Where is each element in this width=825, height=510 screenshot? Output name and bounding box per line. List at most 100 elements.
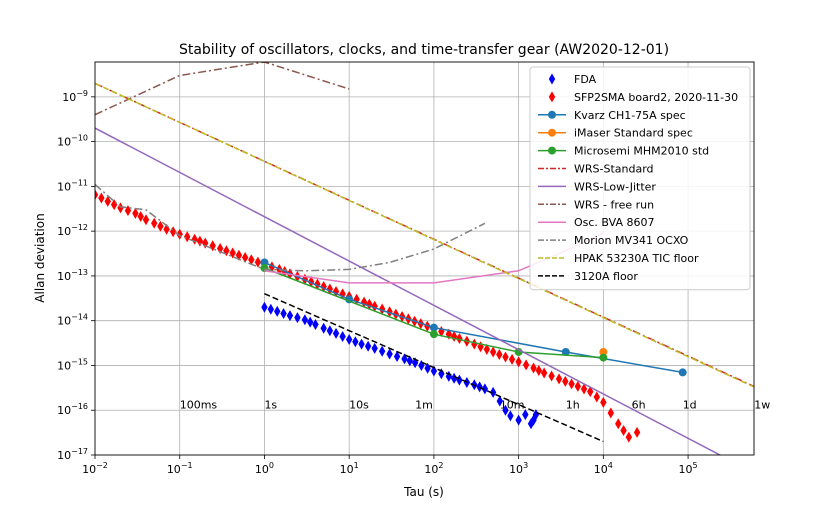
data-point-diamond <box>593 391 600 403</box>
tick-base: 10 <box>57 404 71 417</box>
legend-box <box>529 66 751 291</box>
data-point-diamond <box>496 348 503 360</box>
legend-label: Microsemi MHM2010 std <box>574 145 709 158</box>
legend-marker <box>548 146 556 155</box>
data-point-diamond <box>364 340 372 352</box>
x-tick-label: 101 <box>340 461 359 476</box>
tick-base: 10 <box>57 315 71 328</box>
data-point-diamond <box>306 316 314 328</box>
data-point-diamond <box>430 365 438 377</box>
tick-base: 10 <box>340 463 354 476</box>
legend-item: WRS-Standard <box>538 163 654 176</box>
data-point-diamond <box>280 307 287 319</box>
tick-base: 10 <box>424 463 438 476</box>
data-point-circle <box>561 347 570 356</box>
tick-base: 10 <box>594 463 608 476</box>
data-point-diamond <box>450 372 458 384</box>
data-point-diamond <box>496 395 504 407</box>
y-tick-label: 10−11 <box>57 178 88 193</box>
data-point-diamond <box>489 386 497 398</box>
data-point-diamond <box>515 414 522 426</box>
data-point-diamond <box>254 256 262 268</box>
legend-label: Osc. BVA 8607 <box>574 216 654 229</box>
tick-base: 10 <box>57 225 71 238</box>
tick-exponent: 3 <box>523 461 528 470</box>
data-point-diamond <box>267 303 275 315</box>
data-point-diamond <box>527 418 535 430</box>
series-morion-mv341-ocxo <box>95 183 486 272</box>
tick-base: 10 <box>62 91 76 104</box>
data-point-diamond <box>615 418 622 430</box>
x-tick-label: 10−1 <box>167 461 193 476</box>
data-point-diamond <box>157 220 164 232</box>
data-point-diamond <box>548 91 556 103</box>
annotation-label: 1d <box>683 398 697 411</box>
y-tick-label: 10−12 <box>57 223 88 238</box>
series-3120a-floor <box>264 293 604 443</box>
data-point-diamond <box>339 330 346 342</box>
legend-label: SFP2SMA board2, 2020-11-30 <box>574 91 738 104</box>
data-point-diamond <box>371 342 378 354</box>
tick-exponent: 5 <box>693 461 698 470</box>
legend-item: Morion MV341 OCXO <box>538 234 689 247</box>
legend-item: Microsemi MHM2010 std <box>538 145 709 158</box>
tick-base: 10 <box>57 136 71 149</box>
data-point-circle <box>260 258 269 267</box>
x-tick-label: 10−2 <box>82 461 108 476</box>
data-point-diamond <box>540 367 548 379</box>
y-tick-label: 10−16 <box>57 402 88 417</box>
data-point-diamond <box>502 351 509 363</box>
data-point-diamond <box>535 364 543 376</box>
legend-label: iMaser Standard spec <box>574 127 693 140</box>
y-tick-label: 10−9 <box>62 89 88 104</box>
legend-item: HPAK 53230A TIC floor <box>538 252 699 265</box>
data-point-diamond <box>95 189 99 201</box>
data-point-diamond <box>522 409 529 421</box>
tick-exponent: 4 <box>608 461 613 470</box>
series-hpak-53230a-tic-floor <box>95 82 754 388</box>
legend-label: WRS-Standard <box>574 163 654 176</box>
data-point-diamond <box>307 276 315 288</box>
data-point-diamond <box>216 242 224 254</box>
x-tick-label: 105 <box>679 461 698 476</box>
data-point-diamond <box>345 334 353 346</box>
data-point-diamond <box>515 356 522 368</box>
data-point-diamond <box>320 322 327 334</box>
data-point-circle <box>599 353 608 362</box>
data-point-diamond <box>530 362 537 374</box>
data-point-diamond <box>312 319 319 331</box>
annotation-label: 1h <box>566 398 580 411</box>
y-axis-ticks: 10−1710−1610−1510−1410−1310−1210−1110−10… <box>57 89 95 462</box>
data-point-diamond <box>286 310 294 322</box>
data-point-diamond <box>137 211 144 223</box>
legend-item: Osc. BVA 8607 <box>538 216 654 229</box>
legend-label: WRS - free run <box>574 198 654 211</box>
legend-label: FDA <box>574 73 597 86</box>
tick-base: 10 <box>57 270 71 283</box>
data-point-circle <box>429 330 438 339</box>
data-point-diamond <box>562 375 569 387</box>
data-point-diamond <box>393 350 401 362</box>
data-point-diamond <box>176 228 183 240</box>
data-point-diamond <box>117 202 124 214</box>
data-point-diamond <box>580 383 588 395</box>
tick-base: 10 <box>82 463 96 476</box>
y-tick-label: 10−10 <box>57 134 88 149</box>
chart-title: Stability of oscillators, clocks, and ti… <box>179 42 669 58</box>
tick-exponent: −16 <box>71 402 88 411</box>
tick-exponent: −2 <box>96 461 108 470</box>
data-point-diamond <box>508 353 516 365</box>
legend-label: 3120A floor <box>574 270 638 283</box>
tick-exponent: −15 <box>71 357 88 366</box>
data-point-diamond <box>183 231 191 243</box>
y-tick-label: 10−17 <box>57 447 88 462</box>
data-point-diamond <box>274 305 281 317</box>
data-point-diamond <box>607 407 615 419</box>
tick-exponent: −1 <box>181 461 193 470</box>
y-tick-label: 10−14 <box>57 313 88 328</box>
data-point-diamond <box>261 301 268 313</box>
tick-exponent: −10 <box>71 134 88 143</box>
data-point-diamond <box>522 359 530 371</box>
data-point-diamond <box>625 431 633 443</box>
